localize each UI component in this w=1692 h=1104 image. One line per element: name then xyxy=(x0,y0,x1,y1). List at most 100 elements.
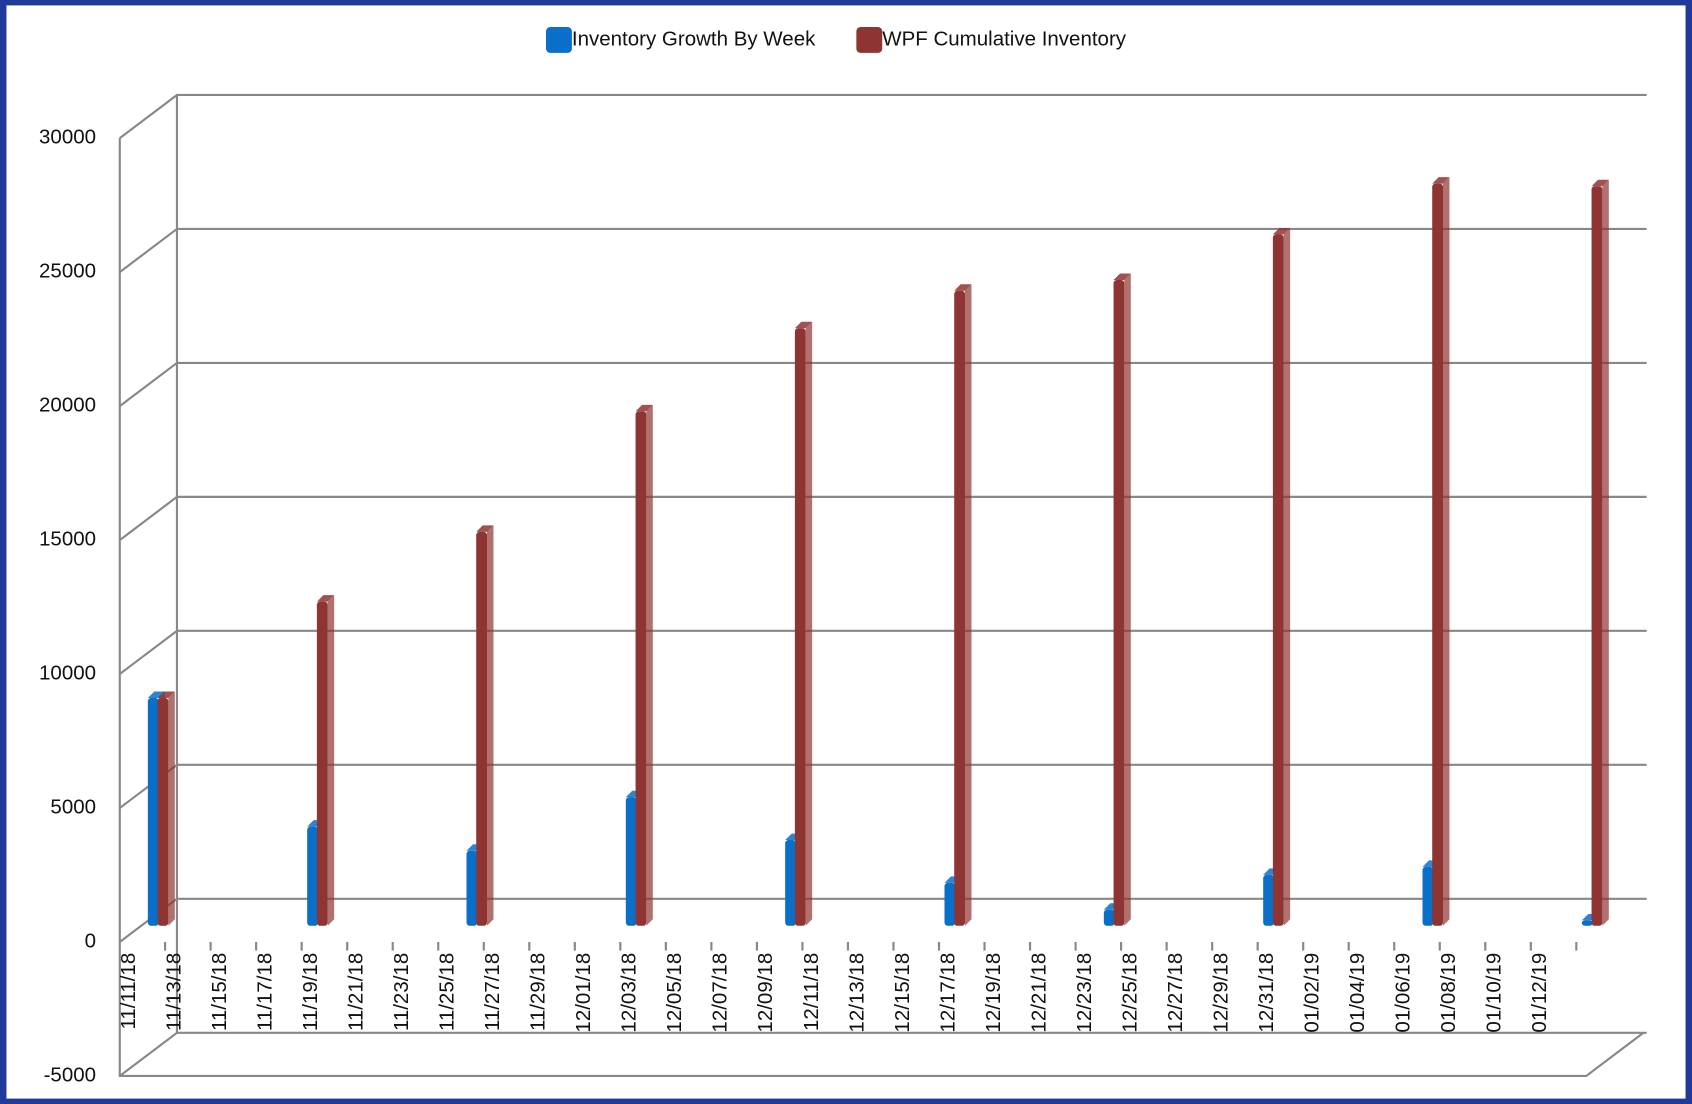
x-tick-label: 12/15/18 xyxy=(891,953,914,1033)
x-tick-label: 12/17/18 xyxy=(936,953,959,1033)
x-tick-label: 12/27/18 xyxy=(1164,953,1187,1033)
legend: Inventory Growth By Week WPF Cumulative I… xyxy=(546,26,1127,53)
y-tick-label: 20000 xyxy=(39,394,96,417)
y-tick-label: 15000 xyxy=(39,527,96,550)
x-tick-label: 12/09/18 xyxy=(754,953,777,1033)
x-tick-label: 11/15/18 xyxy=(208,953,231,1031)
bar-top xyxy=(635,404,653,412)
x-tick-label: 11/23/18 xyxy=(390,953,413,1031)
bar-front xyxy=(794,328,806,926)
bar-side xyxy=(487,525,494,926)
wall-edge xyxy=(118,138,1645,1078)
x-tick-label: 01/10/19 xyxy=(1483,953,1506,1033)
bar xyxy=(157,691,175,926)
bar-top xyxy=(1272,228,1291,235)
bar-front xyxy=(625,797,637,926)
bar-top xyxy=(157,691,175,699)
legend-swatch xyxy=(856,26,883,53)
bar xyxy=(1272,228,1291,926)
x-tick-label: 12/07/18 xyxy=(709,953,732,1033)
x-tick-label: 11/29/18 xyxy=(527,953,550,1031)
y-tick-label: -5000 xyxy=(44,1063,96,1086)
legend-swatch xyxy=(546,26,572,53)
x-tick-label: 12/11/18 xyxy=(800,953,823,1031)
bar-front xyxy=(1272,234,1284,926)
x-tick-label: 01/06/19 xyxy=(1392,953,1415,1033)
x-tick-label: 11/25/18 xyxy=(436,953,459,1031)
bar xyxy=(794,321,813,926)
x-tick-label: 11/11/18 xyxy=(117,953,140,1030)
x-tick-label: 01/04/19 xyxy=(1346,953,1369,1033)
bar-front xyxy=(1422,866,1434,926)
grid-line xyxy=(119,361,1647,407)
bar-front xyxy=(1103,909,1115,926)
x-tick-label: 01/02/19 xyxy=(1301,953,1324,1033)
bar-front xyxy=(785,840,796,926)
bar-top xyxy=(476,525,494,532)
x-tick-label: 11/17/18 xyxy=(253,953,276,1031)
chart-area xyxy=(6,5,1686,1099)
bar-side xyxy=(805,321,813,926)
x-tick-label: 01/12/19 xyxy=(1528,953,1551,1033)
x-tick-label: 12/29/18 xyxy=(1209,953,1232,1033)
x-tick-label: 11/27/18 xyxy=(481,953,504,1031)
x-tick-label: 12/23/18 xyxy=(1073,953,1096,1033)
x-tick-label: 12/13/18 xyxy=(845,953,868,1033)
bar-top xyxy=(147,691,166,699)
x-tick-label: 12/21/18 xyxy=(1027,953,1050,1033)
bar-side xyxy=(327,595,335,926)
legend-label: WPF Cumulative Inventory xyxy=(882,27,1127,50)
bar-front xyxy=(635,411,647,926)
bar xyxy=(1591,179,1609,926)
bar-front xyxy=(944,882,956,926)
bar-front xyxy=(157,698,169,926)
bar-top xyxy=(1591,179,1609,187)
bar xyxy=(476,525,494,926)
grid-line xyxy=(119,93,1647,139)
grid-line xyxy=(119,495,1647,541)
grid-line xyxy=(119,227,1647,273)
x-tick-label: 11/19/18 xyxy=(299,953,322,1031)
bar-front xyxy=(1591,186,1603,926)
bar-side xyxy=(1283,228,1291,926)
bar-front xyxy=(316,601,328,926)
y-tick-label: 30000 xyxy=(39,126,96,149)
x-tick-label: 12/05/18 xyxy=(663,953,686,1033)
bar xyxy=(1113,273,1131,926)
bar-front xyxy=(466,850,478,926)
bar-front xyxy=(1113,280,1125,926)
bar-front xyxy=(307,826,318,926)
y-tick-label: 5000 xyxy=(50,795,96,818)
bar xyxy=(954,284,972,926)
y-tick-label: 0 xyxy=(85,929,96,952)
x-tick-label: 01/08/19 xyxy=(1437,953,1460,1033)
grid-line xyxy=(119,897,1647,943)
bar-side xyxy=(1602,179,1609,926)
grid-line xyxy=(119,1031,1647,1077)
bar-top xyxy=(316,595,335,602)
bar-side xyxy=(646,404,653,926)
y-tick-label: 10000 xyxy=(39,661,96,684)
x-tick-label: 11/21/18 xyxy=(345,953,368,1031)
bar-top xyxy=(794,321,813,329)
bar xyxy=(316,595,335,926)
grid-line xyxy=(119,763,1647,809)
bar-side xyxy=(168,691,175,926)
bar-side xyxy=(965,284,972,926)
bar-front xyxy=(954,290,966,926)
bar xyxy=(635,404,653,926)
bar-top xyxy=(1432,177,1450,184)
bar xyxy=(1432,177,1450,926)
x-tick-label: 11/13/18 xyxy=(162,953,185,1031)
grid-line xyxy=(119,629,1647,675)
bar-top xyxy=(954,284,972,291)
bar-front xyxy=(147,698,159,926)
bar-top xyxy=(1113,273,1131,281)
y-tick-label: 25000 xyxy=(39,260,96,283)
x-tick-label: 12/31/18 xyxy=(1255,953,1278,1033)
x-tick-label: 12/19/18 xyxy=(982,953,1005,1033)
x-tick-label: 12/25/18 xyxy=(1118,953,1141,1033)
x-tick-label: 12/01/18 xyxy=(572,953,595,1033)
legend-label: Inventory Growth By Week xyxy=(572,27,816,50)
